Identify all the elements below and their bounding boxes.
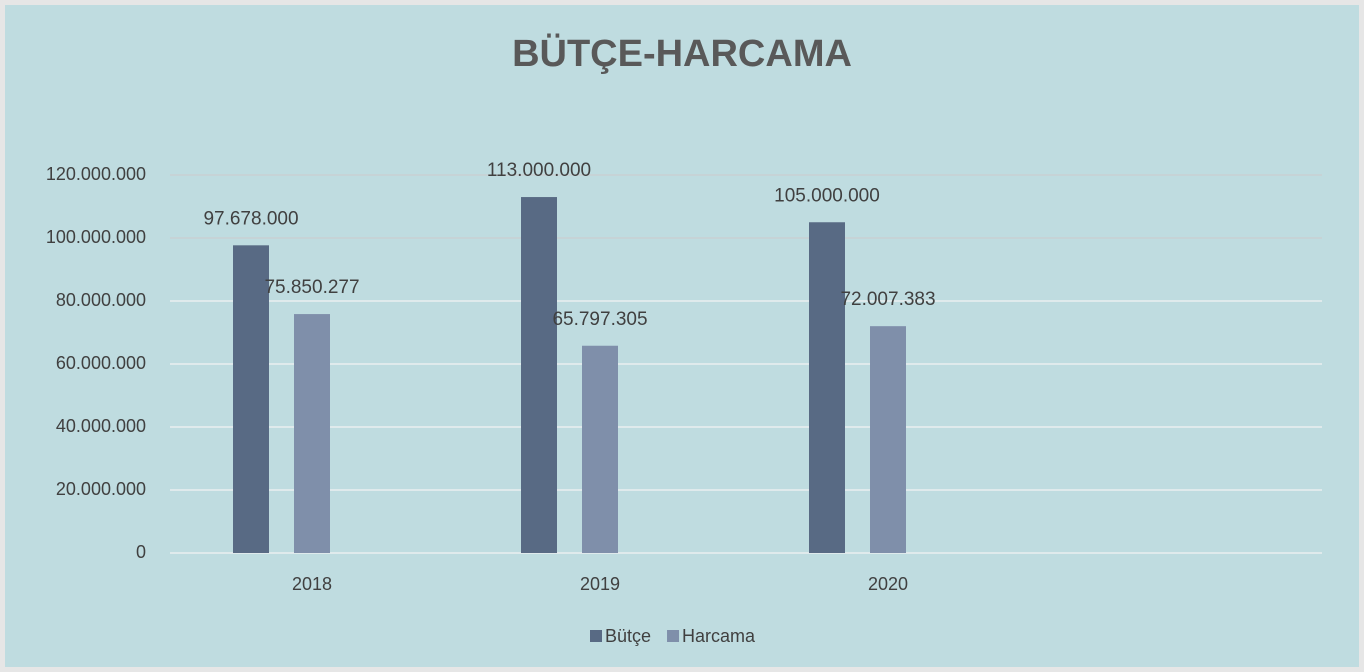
- bar: [521, 197, 557, 554]
- y-tick-label: 60.000.000: [56, 353, 146, 373]
- bar: [582, 345, 618, 553]
- value-label: 105.000.000: [774, 185, 880, 206]
- legend-swatch: [667, 630, 680, 642]
- bar: [233, 245, 269, 553]
- legend-swatch: [590, 630, 602, 642]
- value-label: 72.007.383: [840, 289, 935, 310]
- legend-label: Bütçe: [605, 626, 651, 646]
- chart-title: BÜTÇE-HARCAMA: [512, 32, 852, 75]
- y-tick-label: 120.000.000: [46, 164, 146, 184]
- y-tick-label: 100.000.000: [46, 227, 146, 247]
- value-label: 75.850.277: [264, 277, 359, 298]
- x-tick-label: 2018: [292, 574, 332, 594]
- legend-label: Harcama: [682, 626, 756, 646]
- x-tick-label: 2019: [580, 574, 620, 594]
- x-tick-label: 2020: [868, 574, 908, 594]
- chart-background: [5, 5, 1359, 667]
- value-label: 113.000.000: [487, 160, 591, 181]
- y-tick-label: 20.000.000: [56, 479, 146, 499]
- y-tick-label: 80.000.000: [56, 290, 146, 310]
- bar: [870, 326, 906, 553]
- y-tick-label: 40.000.000: [56, 416, 146, 436]
- value-label: 97.678.000: [203, 208, 298, 229]
- bar: [809, 222, 845, 553]
- y-tick-label: 0: [136, 542, 146, 562]
- bar: [294, 314, 330, 553]
- value-label: 65.797.305: [552, 309, 647, 330]
